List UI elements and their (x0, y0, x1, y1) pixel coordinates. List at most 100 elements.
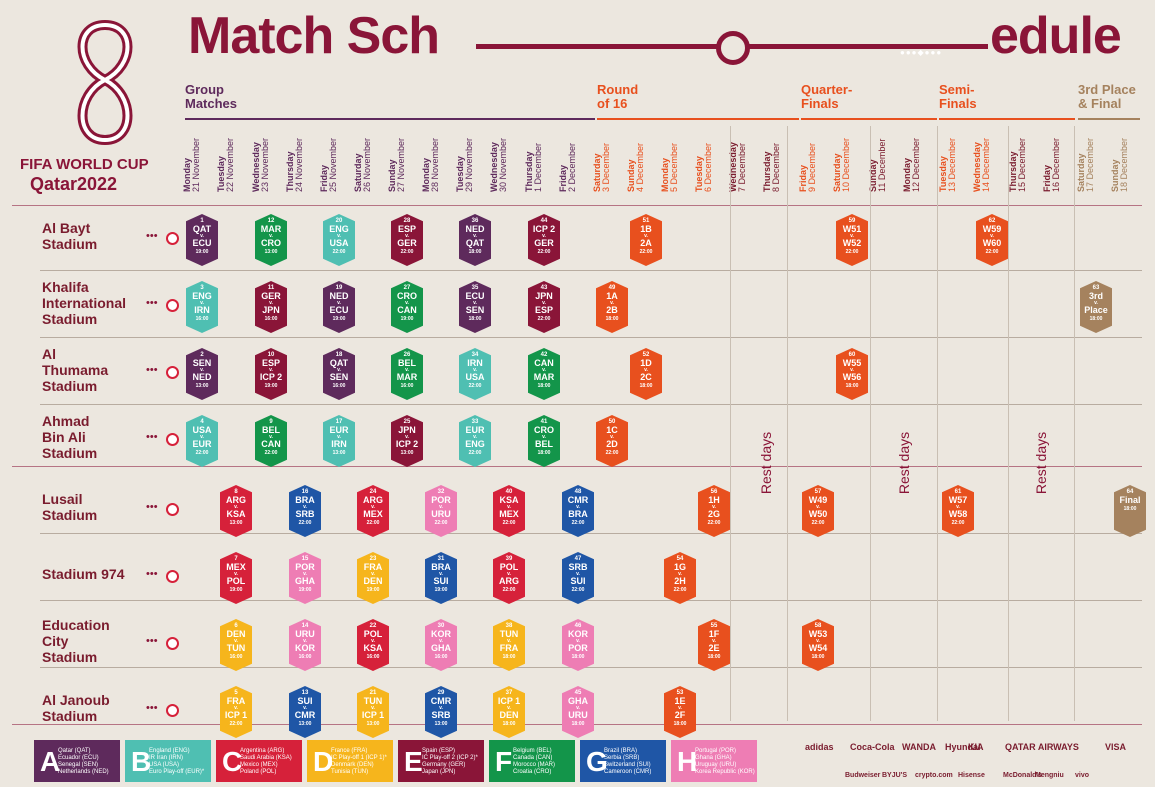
kickoff-time: 16:00 (332, 383, 346, 389)
legend-team: Qatar (QAT) (58, 748, 91, 754)
match-badge: 59 W51 v. W52 22:00 (836, 214, 868, 266)
brand-fwc: FIFA WORLD CUP (20, 156, 149, 173)
match-number: 17 (335, 419, 343, 425)
match-badge: 53 1E v. 2F 18:00 (664, 686, 696, 738)
sponsor-logo: Budweiser (845, 772, 881, 779)
match-badge: 4 USA v. EUR 22:00 (186, 415, 218, 467)
team-away: MEX (499, 509, 519, 519)
team-home: BEL (262, 425, 280, 435)
day-header: Wednesday 30 November (489, 120, 508, 192)
day-label: Sunday 4 December (626, 143, 645, 192)
day-date: 29 November (464, 137, 474, 192)
versus: v. (371, 504, 375, 510)
match-number: 37 (505, 690, 513, 696)
team-away: SEN (329, 372, 349, 382)
team-home: 1H (708, 495, 720, 505)
versus: v. (269, 300, 273, 306)
match-badge: 15 POR v. GHA 19:00 (289, 552, 321, 604)
team-away: 2C (640, 372, 652, 382)
legend-team: IR Iran (IRN) (149, 755, 184, 761)
match-number: 7 (234, 556, 238, 562)
team-away: BEL (535, 439, 553, 449)
versus: v. (507, 571, 511, 577)
stage-line-final (1078, 118, 1140, 120)
legend-team: Serbia (SRB) (604, 755, 640, 761)
sponsor-logo: QATAR AIRWAYS (1005, 742, 1079, 752)
football-icon (166, 704, 179, 717)
kickoff-time: 22:00 (332, 249, 346, 255)
team-home: KOR (431, 629, 451, 639)
section-divider (12, 466, 1142, 467)
title-circle (716, 31, 750, 65)
day-label: Saturday 26 November (353, 137, 372, 192)
kickoff-time: 16:00 (264, 316, 278, 322)
versus: v. (371, 705, 375, 711)
team-home: SEN (192, 358, 212, 368)
day-date: 15 December (1017, 137, 1027, 192)
match-badge: 10 ESP v. ICP 2 19:00 (255, 348, 287, 400)
legend-team: Spain (ESP) (422, 748, 456, 754)
match-badge: 29 CMR v. SRB 13:00 (425, 686, 457, 738)
team-home: ARG (226, 495, 246, 505)
legend-team: Croatia (CRO) (513, 769, 552, 775)
match-badge: 1 QAT v. ECU 19:00 (186, 214, 218, 266)
match-badge: 5 FRA v. ICP 1 22:00 (220, 686, 252, 738)
kickoff-time: 22:00 (298, 520, 312, 526)
match-number: 59 (848, 218, 856, 224)
kickoff-time: 16:00 (400, 383, 414, 389)
rest-days-2: Rest days (896, 431, 913, 495)
legend-team: Euro Play-off (EUR)* (149, 769, 205, 775)
kickoff-time: 19:00 (264, 383, 278, 389)
versus: v. (712, 638, 716, 644)
day-date: 24 November (294, 137, 304, 192)
day-date: 10 December (841, 137, 851, 192)
legend-team: IC Play-off 2 (ICP 2)* (422, 755, 478, 761)
team-away: ESP (534, 305, 553, 315)
team-home: JPN (398, 425, 416, 435)
team-home: W57 (948, 495, 968, 505)
team-away: FRA (499, 643, 519, 653)
match-number: 60 (848, 352, 856, 358)
legend-group-h: H Portugal (POR) Ghana (GHA) Uruguay (URU) K… (671, 740, 757, 782)
legend-group-c: C Argentina (ARG) Saudi Arabia (KSA) Mexico… (216, 740, 302, 782)
team-away: ENG (465, 439, 485, 449)
team-home: BRA (295, 495, 315, 505)
match-number: 56 (710, 489, 718, 495)
kickoff-time: 13:00 (400, 450, 414, 456)
legend-team: Saudi Arabia (KSA) (240, 755, 292, 761)
match-badge: 32 POR v. URU 22:00 (425, 485, 457, 537)
match-number: 35 (471, 285, 479, 291)
legend-group-letter: E (404, 746, 423, 777)
versus: v. (1094, 300, 1098, 306)
day-label: Sunday 18 December (1110, 138, 1129, 192)
match-badge: 64 Final 18:00 (1114, 485, 1146, 537)
team-home: POL (363, 629, 383, 639)
team-home: W53 (808, 629, 828, 639)
team-away: W56 (842, 372, 862, 382)
legend-team: England (ENG) (149, 748, 190, 754)
legend-team: Poland (POL) (240, 769, 277, 775)
match-badge: 39 POL v. ARG 22:00 (493, 552, 525, 604)
day-date: 11 December (877, 138, 887, 192)
kickoff-time: 19:00 (366, 587, 380, 593)
versus: v. (816, 504, 820, 510)
match-number: 22 (369, 623, 377, 629)
legend-group-f: F Belgium (BEL) Canada (CAN) Morocco (MAR) C… (489, 740, 575, 782)
day-header: Saturday 3 December (592, 120, 611, 192)
match-number: 40 (505, 489, 513, 495)
match-number: 21 (369, 690, 377, 696)
connector-dots: ••• (146, 431, 158, 443)
legend-team: Tunisia (TUN) (331, 769, 369, 775)
match-badge: 27 CRO v. CAN 19:00 (391, 281, 423, 333)
row-divider (40, 404, 1142, 405)
match-number: 15 (301, 556, 309, 562)
stadium-name: Al Bayt Stadium (42, 220, 98, 252)
versus: v. (507, 705, 511, 711)
stage-qf: Quarter- Finals (801, 82, 853, 111)
versus: v. (473, 233, 477, 239)
team-home: POL (499, 562, 519, 572)
day-label: Tuesday 6 December (694, 143, 713, 192)
day-date: 26 November (362, 137, 372, 192)
legend-group-g: G Brazil (BRA) Serbia (SRB) Switzerland (SU… (580, 740, 666, 782)
match-number: 50 (608, 419, 616, 425)
